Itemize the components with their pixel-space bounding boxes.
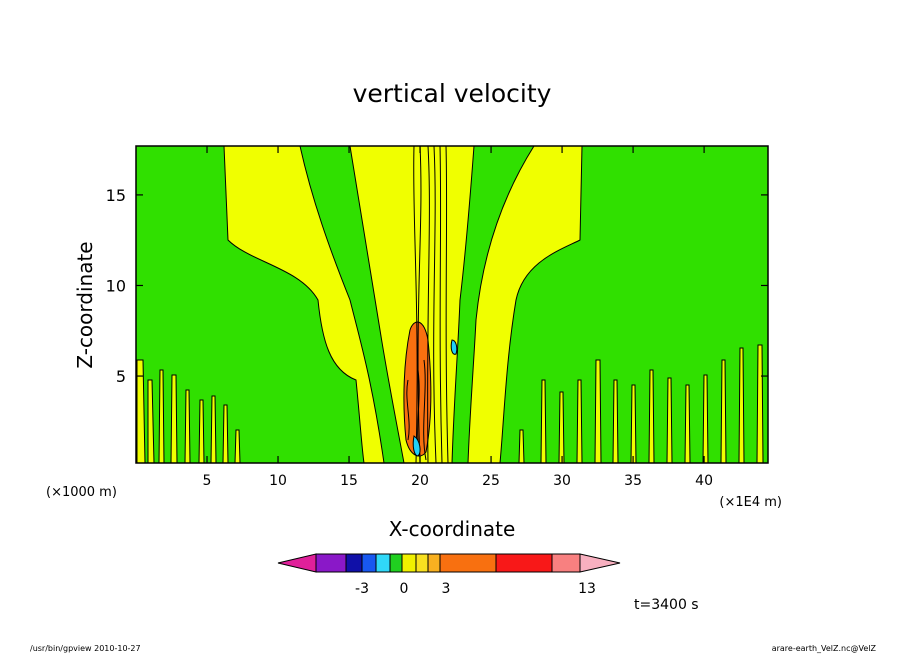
- x-tick-label: 20: [411, 473, 429, 489]
- x-tick-label: 10: [269, 473, 287, 489]
- colorbar-min-arrow: [277, 553, 317, 573]
- colorbar-tick-label: -3: [355, 581, 369, 597]
- y-tick-label: 5: [116, 367, 126, 386]
- x-tick-label: 30: [553, 473, 571, 489]
- y-tick-label: 15: [106, 186, 126, 205]
- colorbar-tick-label: 0: [400, 581, 409, 597]
- y-axis-label: Z-coordinate: [73, 241, 97, 368]
- colorbar-bin: [439, 553, 497, 573]
- x-tick-label: 40: [695, 473, 713, 489]
- inner-green-channel: [451, 146, 535, 463]
- contour-field: [136, 146, 768, 463]
- x-tick-label: 15: [340, 473, 358, 489]
- colorbar-bin: [427, 553, 441, 573]
- left-gravity-wave-bands: [136, 359, 241, 463]
- chart-title: vertical velocity: [353, 79, 552, 108]
- footer-left: /usr/bin/gpview 2010-10-27: [30, 644, 141, 653]
- colorbar-bin: [315, 553, 347, 573]
- colorbar-bin: [495, 553, 553, 573]
- time-annotation: t=3400 s: [634, 597, 699, 613]
- y-axis-ticks: 5 10 15: [106, 186, 768, 386]
- colorbar-max-arrow: [579, 553, 621, 573]
- plot-frame: [135, 145, 769, 464]
- colorbar-bin: [375, 553, 391, 573]
- x-tick-label: 35: [624, 473, 642, 489]
- colorbar: [277, 553, 621, 573]
- colorbar-bin: [345, 553, 363, 573]
- right-gravity-wave-bands: [518, 344, 764, 463]
- x-tick-label: 25: [482, 473, 500, 489]
- x-axis-label: X-coordinate: [389, 517, 516, 541]
- negative-region: [412, 435, 421, 457]
- x-axis-ticks: 5 10 15 20 25 30 35 40: [203, 146, 713, 489]
- colorbar-bin: [401, 553, 417, 573]
- colorbar-bin: [551, 553, 581, 573]
- central-contour-lines: [406, 146, 449, 463]
- colorbar-bin: [361, 553, 377, 573]
- colorbar-bin: [415, 553, 429, 573]
- x-unit-left: (×1000 m): [46, 485, 117, 500]
- x-tick-label: 5: [203, 473, 212, 489]
- x-unit-right: (×1E4 m): [719, 495, 782, 510]
- inner-green-channel: [299, 146, 405, 463]
- negative-region: [450, 339, 458, 355]
- colorbar-tick-label: 3: [442, 581, 451, 597]
- footer-right: arare-earth_VelZ.nc@VelZ: [772, 644, 877, 653]
- colorbar-tick-label: 13: [578, 581, 596, 597]
- colorbar-tick-labels: -3 0 3 13: [355, 581, 596, 597]
- y-tick-label: 10: [106, 276, 126, 295]
- colorbar-bin: [389, 553, 403, 573]
